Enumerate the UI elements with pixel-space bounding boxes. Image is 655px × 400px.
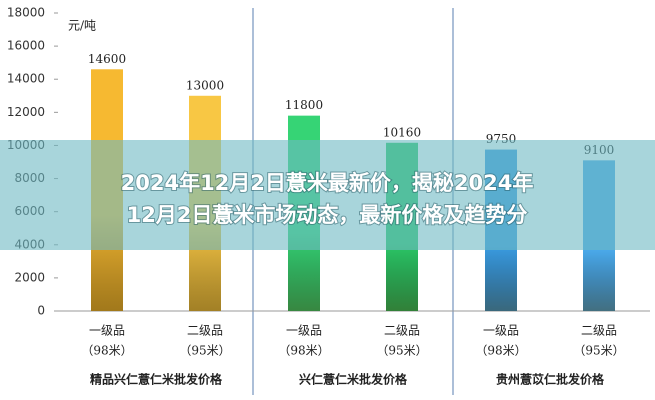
group-label: 兴仁薏仁米批发价格: [299, 372, 408, 387]
value-label: 13000: [186, 78, 224, 92]
title-line: 12月2日薏米市场动态，最新价格及趋势分: [127, 203, 528, 227]
x-tick-sublabel: （98米）: [81, 344, 132, 358]
x-tick-label: 二级品: [384, 324, 420, 338]
value-label: 14600: [88, 52, 126, 66]
group-label: 精品兴仁薏仁米批发价格: [90, 372, 223, 387]
title-banner: [0, 140, 655, 250]
x-tick-label: 二级品: [581, 324, 617, 338]
y-tick-label: 12000: [7, 105, 45, 119]
title-line: 2024年12月2日薏米最新价，揭秘2024年: [121, 171, 534, 195]
x-tick-sublabel: （95米）: [573, 344, 624, 358]
x-tick-sublabel: （95米）: [376, 344, 427, 358]
x-tick-label: 一级品: [483, 324, 519, 338]
x-tick-label: 二级品: [187, 324, 223, 338]
y-tick-label: 16000: [7, 39, 45, 53]
y-tick-label: 14000: [7, 72, 45, 86]
x-tick-sublabel: （95米）: [179, 344, 230, 358]
x-tick-sublabel: （98米）: [475, 344, 526, 358]
x-tick-label: 一级品: [89, 324, 125, 338]
unit-label: 元/吨: [68, 19, 96, 33]
y-tick-label: 2000: [14, 270, 45, 284]
x-tick-sublabel: （98米）: [278, 344, 329, 358]
y-tick-label: 0: [37, 304, 45, 318]
value-label: 11800: [285, 98, 323, 112]
y-tick-label: 18000: [7, 6, 45, 20]
value-label: 10160: [383, 125, 421, 139]
x-tick-label: 一级品: [286, 324, 322, 338]
group-label: 贵州薏苡仁批发价格: [496, 372, 605, 387]
